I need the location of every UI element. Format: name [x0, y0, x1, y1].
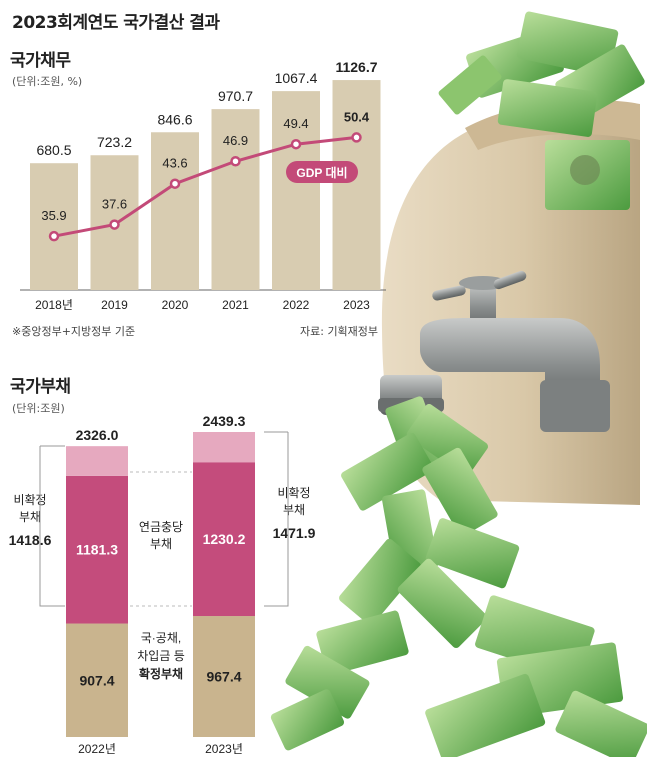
left-unconfirmed-value: 1418.6 [9, 532, 52, 548]
confirmed-debt-value-0: 907.4 [79, 672, 114, 688]
year-tick-5: 2023 [343, 298, 370, 312]
gdp-ratio-point-5 [351, 132, 362, 143]
chart2-year-tick-0: 2022년 [78, 742, 116, 756]
left-unconfirmed-label-line2: 부채 [19, 510, 41, 524]
gdp-ratio-line [53, 135, 357, 238]
confirmed-label-line1: 국·공채, [141, 631, 181, 645]
total-debt-label-1: 2439.3 [203, 413, 246, 429]
debt-bar-0 [30, 163, 78, 290]
chart2-unit: (단위:조원) [12, 402, 65, 415]
gdp-ratio-label-1: 37.6 [102, 197, 127, 212]
year-tick-2: 2020 [162, 298, 189, 312]
debt-value-label-0: 680.5 [36, 142, 71, 158]
debt-segment-0-1 [66, 475, 128, 624]
chart2-year-tick-1: 2023년 [205, 742, 243, 756]
confirmed-label-line3: 확정부채 [139, 666, 183, 681]
year-tick-0: 2018년 [35, 298, 73, 312]
chart1-source: 자료: 기획재정부 [300, 325, 379, 338]
year-tick-1: 2019 [101, 298, 128, 312]
debt-segment-1-2 [193, 432, 255, 463]
banknotes-in-sack [438, 11, 645, 210]
pension-debt-value-1: 1230.2 [203, 531, 246, 547]
debt-bar-4 [272, 91, 320, 291]
money-sack-faucet-illustration [270, 11, 647, 757]
debt-value-label-3: 970.7 [218, 88, 253, 104]
right-unconfirmed-value: 1471.9 [273, 525, 316, 541]
gdp-legend-badge: GDP 대비 [286, 161, 358, 183]
year-tick-4: 2022 [283, 298, 310, 312]
debt-bar-3 [211, 109, 260, 291]
debt-value-label-4: 1067.4 [275, 70, 318, 86]
chart1-x-tick-labels: 2018년 2019 2020 2021 2022 2023 [35, 298, 370, 312]
gdp-ratio-label-3: 46.9 [223, 133, 248, 148]
gdp-ratio-point-3 [230, 155, 241, 167]
total-debt-label-0: 2326.0 [76, 427, 119, 443]
gdp-ratio-label-0: 35.9 [41, 208, 66, 223]
gdp-ratio-point-1 [109, 219, 120, 230]
chart1-bar-labels: 680.5 723.2 846.6 970.7 1067.4 1126.7 [36, 59, 377, 158]
pension-label-line1: 연금충당 [139, 520, 183, 534]
infographic-title: 2023회계연도 국가결산 결과 [12, 13, 220, 33]
pension-debt-value-0: 1181.3 [76, 542, 118, 558]
pension-label-line2: 부채 [150, 537, 172, 551]
debt-bar-5 [332, 80, 381, 290]
chart2-stacked-bars [66, 432, 255, 737]
chart1-note: ※중앙정부+지방정부 기준 [12, 325, 136, 338]
gdp-ratio-label-4: 49.4 [283, 116, 308, 131]
left-unconfirmed-label-line1: 비확정 [13, 493, 46, 507]
gdp-ratio-point-4 [290, 138, 302, 150]
confirmed-debt-value-1: 967.4 [206, 669, 241, 685]
falling-banknotes [270, 396, 647, 757]
debt-segment-0-0 [66, 623, 128, 737]
right-unconfirmed-label-line2: 부채 [283, 503, 305, 517]
gdp-ratio-points [48, 132, 362, 242]
chart2-labels: 2326.0 907.4 1181.3 2022년 2439.3 967.4 1230.2 2… [9, 413, 316, 756]
gdp-legend-label: GDP 대비 [296, 165, 347, 180]
unconfirmed-debt-brackets [39, 431, 289, 607]
debt-segment-1-0 [193, 616, 255, 737]
chart1-title: 국가채무 [10, 51, 71, 71]
debt-value-label-5: 1126.7 [335, 59, 377, 75]
debt-segment-1-1 [193, 462, 255, 617]
confirmed-label-line2: 차입금 등 [137, 649, 185, 663]
gdp-ratio-label-5: 50.4 [344, 109, 370, 124]
chart2-title: 국가부채 [10, 377, 71, 397]
gdp-ratio-labels: 35.9 37.6 43.6 46.9 49.4 50.4 [41, 109, 370, 223]
gdp-ratio-point-2 [169, 178, 181, 189]
gdp-ratio-point-0 [48, 230, 60, 242]
gdp-ratio-label-2: 43.6 [162, 156, 187, 171]
year-tick-3: 2021 [222, 298, 249, 312]
debt-segment-0-2 [66, 446, 128, 476]
chart1-unit: (단위:조원, %) [12, 75, 83, 88]
debt-value-label-2: 846.6 [157, 111, 192, 127]
chart1-bars [30, 80, 381, 291]
debt-bar-2 [151, 132, 199, 290]
right-unconfirmed-label-line1: 비확정 [277, 486, 310, 500]
debt-value-label-1: 723.2 [97, 134, 132, 150]
